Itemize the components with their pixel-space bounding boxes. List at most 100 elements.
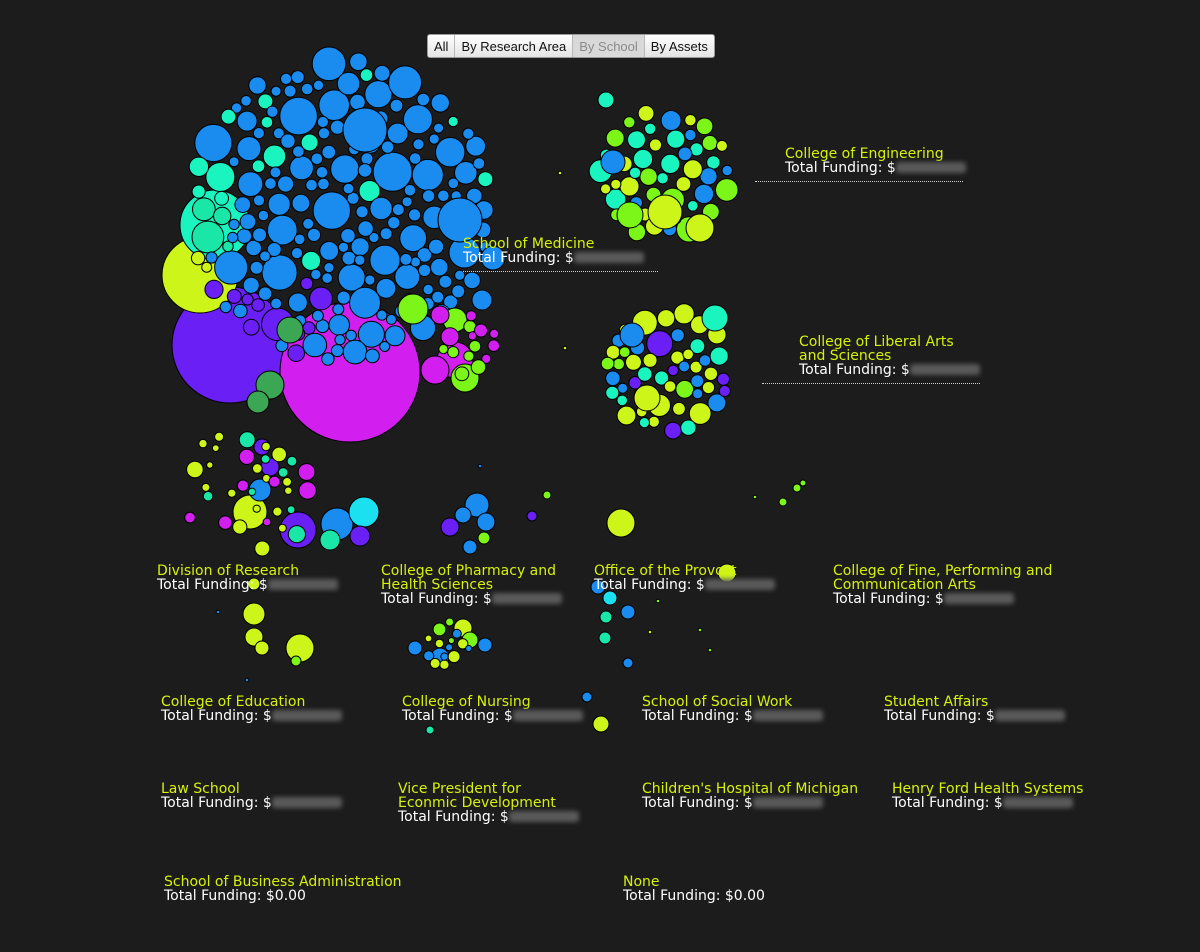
medicine-bubble[interactable] <box>321 352 335 366</box>
engineering-bubble[interactable] <box>699 167 718 186</box>
medicine-bubble[interactable] <box>408 208 422 222</box>
medicine-bubble[interactable] <box>252 227 268 243</box>
medicine-bubble[interactable] <box>384 325 406 347</box>
medicine-bubble[interactable] <box>248 76 267 95</box>
engineering-bubble[interactable] <box>619 176 640 197</box>
engineering-bubble[interactable] <box>695 117 714 136</box>
medicine-bubble[interactable] <box>341 250 357 266</box>
engineering-bubble[interactable] <box>623 116 636 129</box>
medicine-bubble[interactable] <box>332 303 345 316</box>
medicine-bubble[interactable] <box>280 72 293 86</box>
medicine-bubble[interactable] <box>321 144 337 160</box>
medicine-bubble[interactable] <box>310 268 322 281</box>
engineering-bubble[interactable] <box>627 130 646 150</box>
medicine-bubble[interactable] <box>403 184 417 197</box>
bubble[interactable] <box>477 463 483 469</box>
research-bubble[interactable] <box>252 504 261 513</box>
medicine-bubble[interactable] <box>428 238 445 255</box>
medicine-bubble[interactable] <box>293 233 306 246</box>
medicine-bubble[interactable] <box>392 203 405 217</box>
nursing-bubble[interactable] <box>424 634 433 643</box>
research-bubble[interactable] <box>277 467 289 478</box>
medicine-bubble[interactable] <box>342 182 355 195</box>
research-bubble[interactable] <box>236 479 249 492</box>
bubble[interactable] <box>242 602 266 626</box>
medicine-bubble[interactable] <box>357 320 385 348</box>
medicine-bubble[interactable] <box>323 262 335 274</box>
bubble[interactable] <box>592 715 610 733</box>
research-bubble[interactable] <box>286 455 298 467</box>
bubble[interactable] <box>476 512 496 532</box>
medicine-bubble[interactable] <box>227 231 239 244</box>
research-bubble[interactable] <box>254 540 271 557</box>
nursing-bubble[interactable] <box>445 643 454 652</box>
medicine-bubble[interactable] <box>389 98 404 113</box>
medicine-bubble[interactable] <box>408 152 422 165</box>
medicine-bubble[interactable] <box>264 177 277 190</box>
medicine-bubble[interactable] <box>336 290 351 305</box>
medicine-bubble[interactable] <box>376 309 388 321</box>
medicine-bubble[interactable] <box>422 283 434 296</box>
medicine-bubble[interactable] <box>287 344 306 363</box>
medicine-bubble[interactable] <box>417 263 432 277</box>
medicine-bubble[interactable] <box>354 254 366 266</box>
research-bubble[interactable] <box>214 431 225 442</box>
medicine-bubble[interactable] <box>213 206 232 226</box>
medicine-bubble[interactable] <box>355 205 369 219</box>
medicine-bubble[interactable] <box>329 119 345 135</box>
medicine-bubble[interactable] <box>474 323 488 338</box>
bubble[interactable] <box>707 647 713 653</box>
liberal-arts-bubble[interactable] <box>605 370 621 387</box>
liberal-arts-bubble[interactable] <box>646 330 674 358</box>
medicine-bubble[interactable] <box>291 193 311 213</box>
medicine-bubble[interactable] <box>266 105 279 118</box>
medicine-bubble[interactable] <box>300 133 319 152</box>
bubble[interactable] <box>425 725 435 735</box>
engineering-bubble[interactable] <box>660 153 681 174</box>
research-bubble[interactable] <box>251 463 263 474</box>
nursing-bubble[interactable] <box>457 638 469 650</box>
research-bubble[interactable] <box>238 448 255 465</box>
medicine-bubble[interactable] <box>360 152 374 166</box>
liberal-arts-bubble[interactable] <box>675 379 695 399</box>
liberal-arts-bubble[interactable] <box>670 328 685 343</box>
medicine-bubble[interactable] <box>315 319 330 334</box>
research-bubble[interactable] <box>211 444 220 453</box>
medicine-bubble[interactable] <box>258 286 273 301</box>
research-bubble[interactable] <box>268 475 281 488</box>
bubble[interactable] <box>348 496 380 528</box>
engineering-bubble[interactable] <box>637 105 655 122</box>
bubble[interactable] <box>462 539 478 555</box>
by-assets-button[interactable]: By Assets <box>644 35 714 57</box>
medicine-bubble[interactable] <box>267 192 291 216</box>
bubble[interactable] <box>799 479 807 487</box>
medicine-bubble[interactable] <box>375 277 397 299</box>
medicine-bubble[interactable] <box>330 154 360 184</box>
nursing-bubble[interactable] <box>440 652 449 661</box>
medicine-bubble[interactable] <box>462 127 475 140</box>
bubble[interactable] <box>247 577 261 591</box>
medicine-bubble[interactable] <box>249 260 264 275</box>
medicine-bubble[interactable] <box>214 190 230 206</box>
medicine-bubble[interactable] <box>321 272 334 284</box>
medicine-bubble[interactable] <box>317 177 330 191</box>
medicine-bubble[interactable] <box>277 175 295 193</box>
research-bubble[interactable] <box>278 523 287 533</box>
bubble[interactable] <box>290 655 302 667</box>
liberal-arts-bubble[interactable] <box>678 360 691 373</box>
medicine-bubble[interactable] <box>468 340 482 353</box>
bubble[interactable] <box>440 517 460 537</box>
liberal-arts-bubble[interactable] <box>698 354 712 367</box>
bubble[interactable] <box>778 497 788 507</box>
research-bubble[interactable] <box>227 488 237 498</box>
medicine-bubble[interactable] <box>270 85 282 97</box>
medicine-bubble[interactable] <box>283 84 297 98</box>
medicine-bubble[interactable] <box>349 93 366 111</box>
medicine-bubble[interactable] <box>437 189 450 203</box>
bubble[interactable] <box>244 677 250 683</box>
medicine-bubble[interactable] <box>386 122 409 145</box>
medicine-bubble[interactable] <box>421 189 436 203</box>
medicine-bubble[interactable] <box>438 274 453 289</box>
medicine-bubble[interactable] <box>330 344 344 358</box>
medicine-bubble[interactable] <box>239 213 257 231</box>
